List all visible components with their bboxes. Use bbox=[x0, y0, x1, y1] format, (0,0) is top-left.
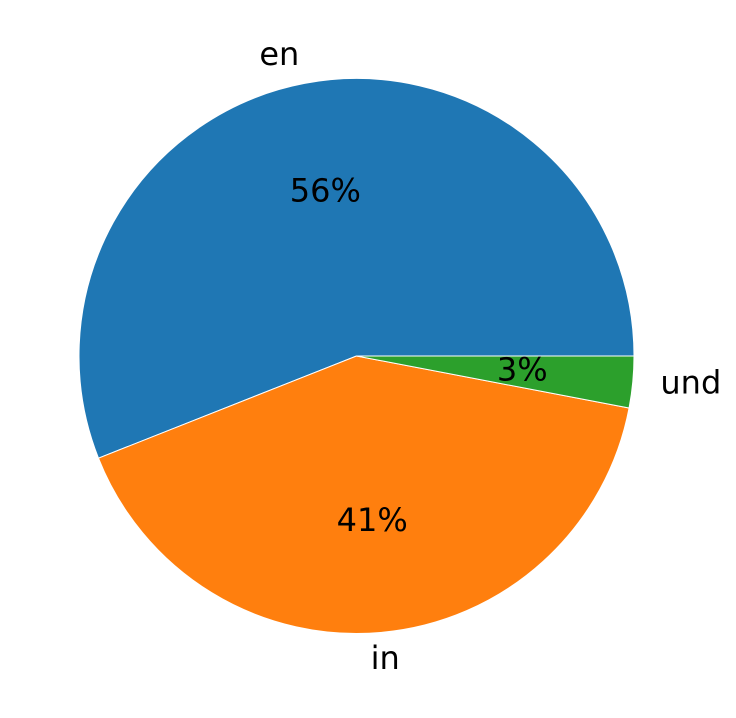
pie-slices bbox=[78, 78, 635, 634]
category-label-und: und bbox=[660, 364, 721, 402]
pie-slice-in bbox=[97, 355, 630, 634]
percent-label-en: 56% bbox=[290, 171, 361, 209]
category-label-in: in bbox=[371, 639, 400, 677]
percent-label-in: 41% bbox=[337, 501, 408, 539]
pie-labels: en 56% in 41% und 3% bbox=[259, 35, 721, 677]
pie-slice-und bbox=[356, 355, 635, 409]
pie-slice-en bbox=[78, 78, 635, 459]
percent-label-und: 3% bbox=[497, 351, 548, 389]
category-label-en: en bbox=[259, 35, 299, 73]
